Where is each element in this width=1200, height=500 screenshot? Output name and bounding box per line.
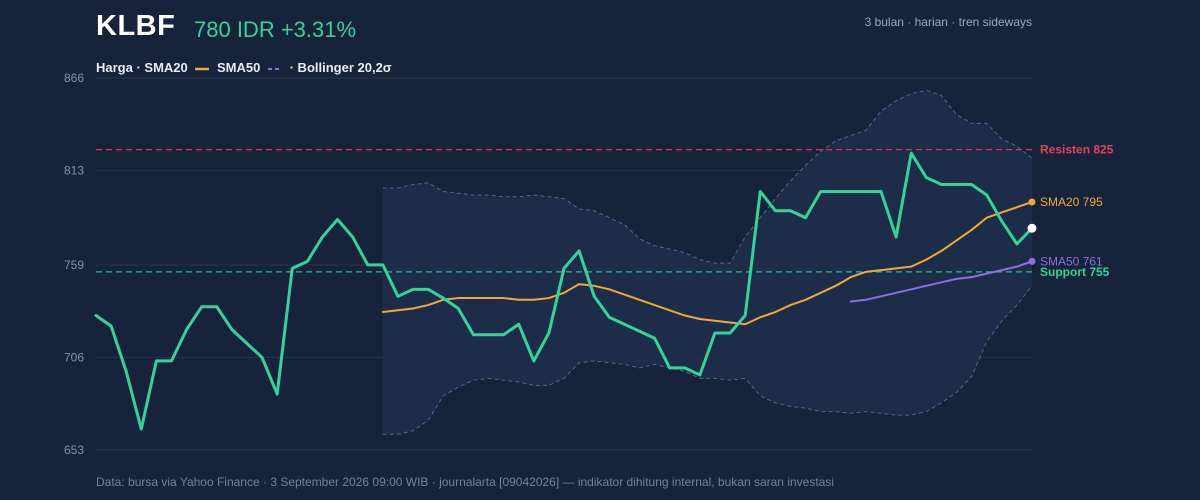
support-label: Support 755 [1040, 265, 1110, 279]
resistance-label: Resisten 825 [1040, 143, 1114, 157]
sma20-legend-swatch [195, 67, 210, 70]
bollinger-band [382, 89, 1033, 435]
y-tick-label: 706 [64, 350, 84, 364]
price-line [94, 151, 1034, 431]
sma50-line [849, 260, 1033, 303]
bollinger-upper-line [382, 89, 1033, 264]
sma20-end-label: SMA20 795 [1040, 195, 1103, 209]
legend-bollinger: · Bollinger 20,2σ [289, 60, 392, 75]
legend-price-sma20: Harga · SMA20 [96, 60, 188, 75]
sma50-last-point [1028, 257, 1036, 265]
series-lines [94, 151, 1034, 431]
sma50-end-label: SMA50 761 [1040, 254, 1103, 268]
sma50-legend-swatch [267, 67, 282, 70]
ticker-symbol: KLBF [96, 10, 176, 42]
price-last-point [1027, 223, 1037, 233]
price-change: 780 IDR +3.31% [194, 17, 357, 42]
sma20-last-point [1028, 198, 1036, 206]
footer-source: Data: bursa via Yahoo Finance · 3 Septem… [96, 475, 834, 489]
y-tick-label: 759 [64, 258, 84, 272]
legend: Harga · SMA20 SMA50 · Bollinger 20,2σ [96, 60, 392, 75]
end-labels: Resisten 825 Support 755 SMA20 795 SMA50 76… [1027, 143, 1114, 279]
y-tick-label: 813 [64, 164, 84, 178]
y-tick-label: 866 [64, 71, 84, 85]
bollinger-lower-line [382, 285, 1033, 435]
bollinger-band-fill [382, 90, 1032, 435]
level-lines [96, 149, 1032, 273]
legend-sma50: SMA50 [217, 60, 261, 75]
sma20-line [381, 201, 1033, 326]
chart-meta: 3 bulan · harian · tren sideways [864, 15, 1032, 29]
y-tick-label: 653 [64, 443, 84, 457]
